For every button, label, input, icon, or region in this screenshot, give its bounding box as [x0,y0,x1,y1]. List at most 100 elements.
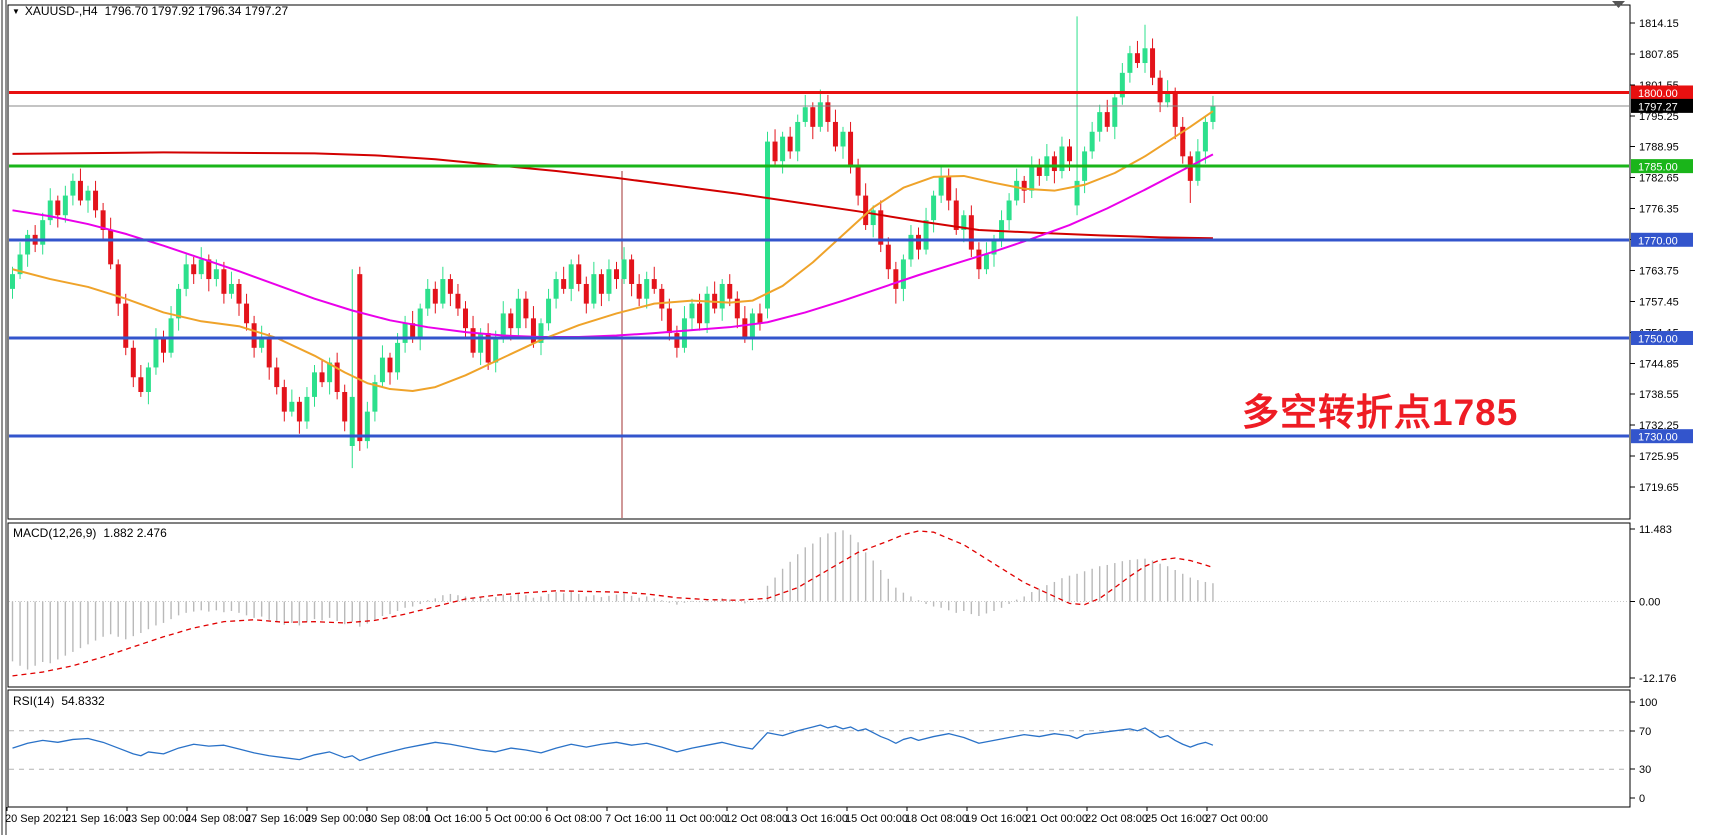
candle-body [614,269,619,280]
candle-body [1051,156,1057,172]
price-badge [1631,232,1693,247]
time-tick-label[interactable]: 23 Sep 00:00 [125,813,190,825]
time-tick-label[interactable]: 1 Oct 16:00 [425,813,482,825]
price-tick-label: 1732.25 [1639,420,1679,432]
time-tick-label[interactable]: 30 Sep 08:00 [365,813,430,825]
candle-body [855,166,861,196]
candle-body [1165,92,1171,103]
candle-body [191,264,197,275]
time-tick-label[interactable]: 29 Sep 00:00 [305,813,370,825]
time-tick-label[interactable]: 6 Oct 08:00 [545,813,602,825]
candle-body [493,337,499,363]
candle-body [787,136,793,152]
candle-body [621,259,627,280]
candle-body [387,357,393,373]
candle-body [372,382,378,412]
candle-body [349,396,355,447]
time-tick-label[interactable]: 18 Oct 08:00 [905,813,968,825]
candle-body [17,254,23,275]
candle-body [1014,180,1020,201]
candle-body [1172,92,1178,127]
rsi-tick-label: 100 [1639,697,1657,709]
time-tick-label[interactable]: 21 Sep 16:00 [65,813,130,825]
candle-body [447,279,453,294]
price-badge-label: 1770.00 [1638,235,1678,247]
rsi-line [12,724,1214,762]
time-tick-label[interactable]: 12 Oct 08:00 [725,813,788,825]
time-tick-label[interactable]: 20 Sep 2021 [5,813,67,825]
candle-body [1036,166,1042,176]
candle-body [946,175,952,201]
price-tick-label: 1738.55 [1639,389,1679,401]
candle-body [893,269,899,289]
candle-body [138,377,144,392]
candle-body [319,372,325,383]
candle-body [1067,146,1072,162]
time-tick-label[interactable]: 21 Oct 00:00 [1025,813,1088,825]
candle-body [334,362,340,392]
price-tick-label: 1744.85 [1639,358,1679,370]
candle-body [780,136,786,162]
macd-signal-line [12,530,1214,677]
price-badge [1631,98,1693,113]
symbol-title: XAUUSD-,H4 [24,4,98,18]
time-tick-label[interactable]: 15 Oct 00:00 [845,813,908,825]
time-tick-label[interactable]: 27 Oct 00:00 [1205,813,1268,825]
candle-body [1089,131,1095,152]
price-tick-label: 1788.95 [1639,142,1679,154]
price-tick-label: 1719.65 [1639,482,1679,494]
candle-body [410,323,416,338]
candle-body [870,210,876,226]
candle-body [312,372,317,397]
candle-body [651,279,657,289]
macd-indicator-label: MACD(12,26,9) 1.882 2.476 [13,526,167,540]
time-tick-label[interactable]: 13 Oct 16:00 [785,813,848,825]
candle-body [931,195,937,221]
symbol-dropdown-icon[interactable]: ▼ [12,7,20,16]
candle-body [606,269,612,294]
price-badge [1631,85,1693,100]
candle-body [213,269,219,280]
price-badge-label: 1750.00 [1638,333,1678,345]
candle-body [659,288,665,309]
candle-body [1157,77,1163,103]
candle-body [55,200,61,216]
candle-body [123,303,129,348]
candle-body [666,308,672,334]
candle-body [938,175,944,196]
candle-body [1180,126,1186,157]
chart-shift-marker-icon[interactable] [1612,1,1625,8]
candle-body [598,274,604,294]
time-tick-label[interactable]: 25 Oct 16:00 [1145,813,1208,825]
rsi-panel[interactable] [7,689,1631,808]
rsi-name: RSI(14) [13,694,55,708]
rsi-indicator-label: RSI(14) 54.8332 [13,694,105,708]
candle-body [47,200,53,221]
time-tick-label[interactable]: 27 Sep 16:00 [245,813,310,825]
time-tick-label[interactable]: 19 Oct 16:00 [965,813,1028,825]
candle-body [1097,112,1103,132]
candle-body [266,337,272,368]
time-tick-label[interactable]: 22 Oct 08:00 [1085,813,1148,825]
macd-panel[interactable] [7,522,1631,688]
candle-body [961,215,967,230]
candle-body [832,121,838,147]
candle-body [236,283,242,304]
candle-body [244,303,250,324]
price-badge-label: 1785.00 [1638,162,1678,174]
price-tick-label: 1814.15 [1639,18,1679,30]
candle-body [825,102,831,122]
time-tick-label[interactable]: 24 Sep 08:00 [185,813,250,825]
time-tick-label[interactable]: 7 Oct 16:00 [605,813,662,825]
candle-body [1119,72,1125,98]
time-tick-label[interactable]: 11 Oct 00:00 [665,813,727,825]
candle-body [515,298,521,329]
price-tick-label: 1776.35 [1639,204,1679,216]
price-badge [1631,159,1693,174]
ma-mid-magenta-line [12,153,1214,339]
main-chart-panel[interactable] [7,4,1631,520]
candle-body [1150,48,1156,78]
time-tick-label[interactable]: 5 Oct 00:00 [485,813,542,825]
candle-body [228,283,234,294]
